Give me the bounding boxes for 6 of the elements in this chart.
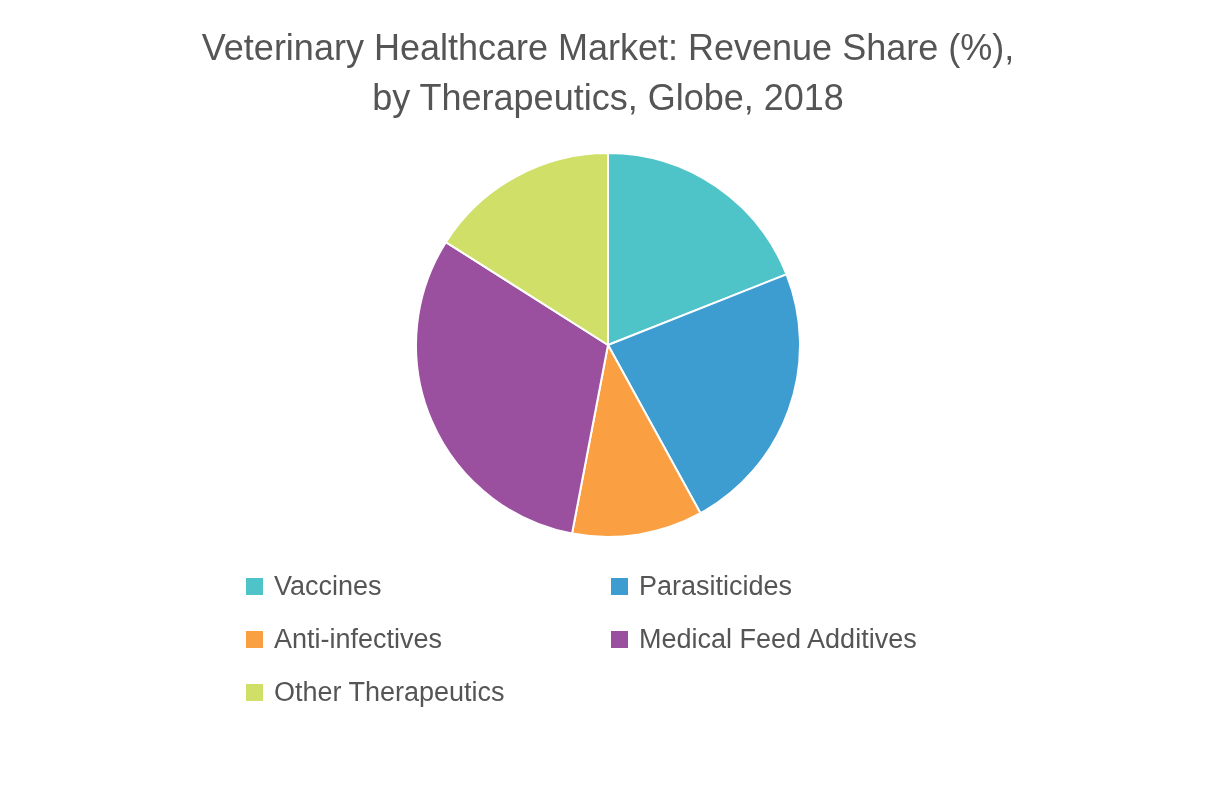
legend-label: Anti-infectives: [274, 624, 443, 654]
legend-label: Parasiticides: [639, 571, 793, 601]
legend-label: Vaccines: [274, 571, 382, 601]
legend-label: Medical Feed Additives: [639, 624, 917, 654]
chart-title: Veterinary Healthcare Market: Revenue Share (%), by Therapeutics, Globe, 2018: [201, 27, 1015, 118]
legend-label: Other Therapeutics: [274, 677, 505, 707]
